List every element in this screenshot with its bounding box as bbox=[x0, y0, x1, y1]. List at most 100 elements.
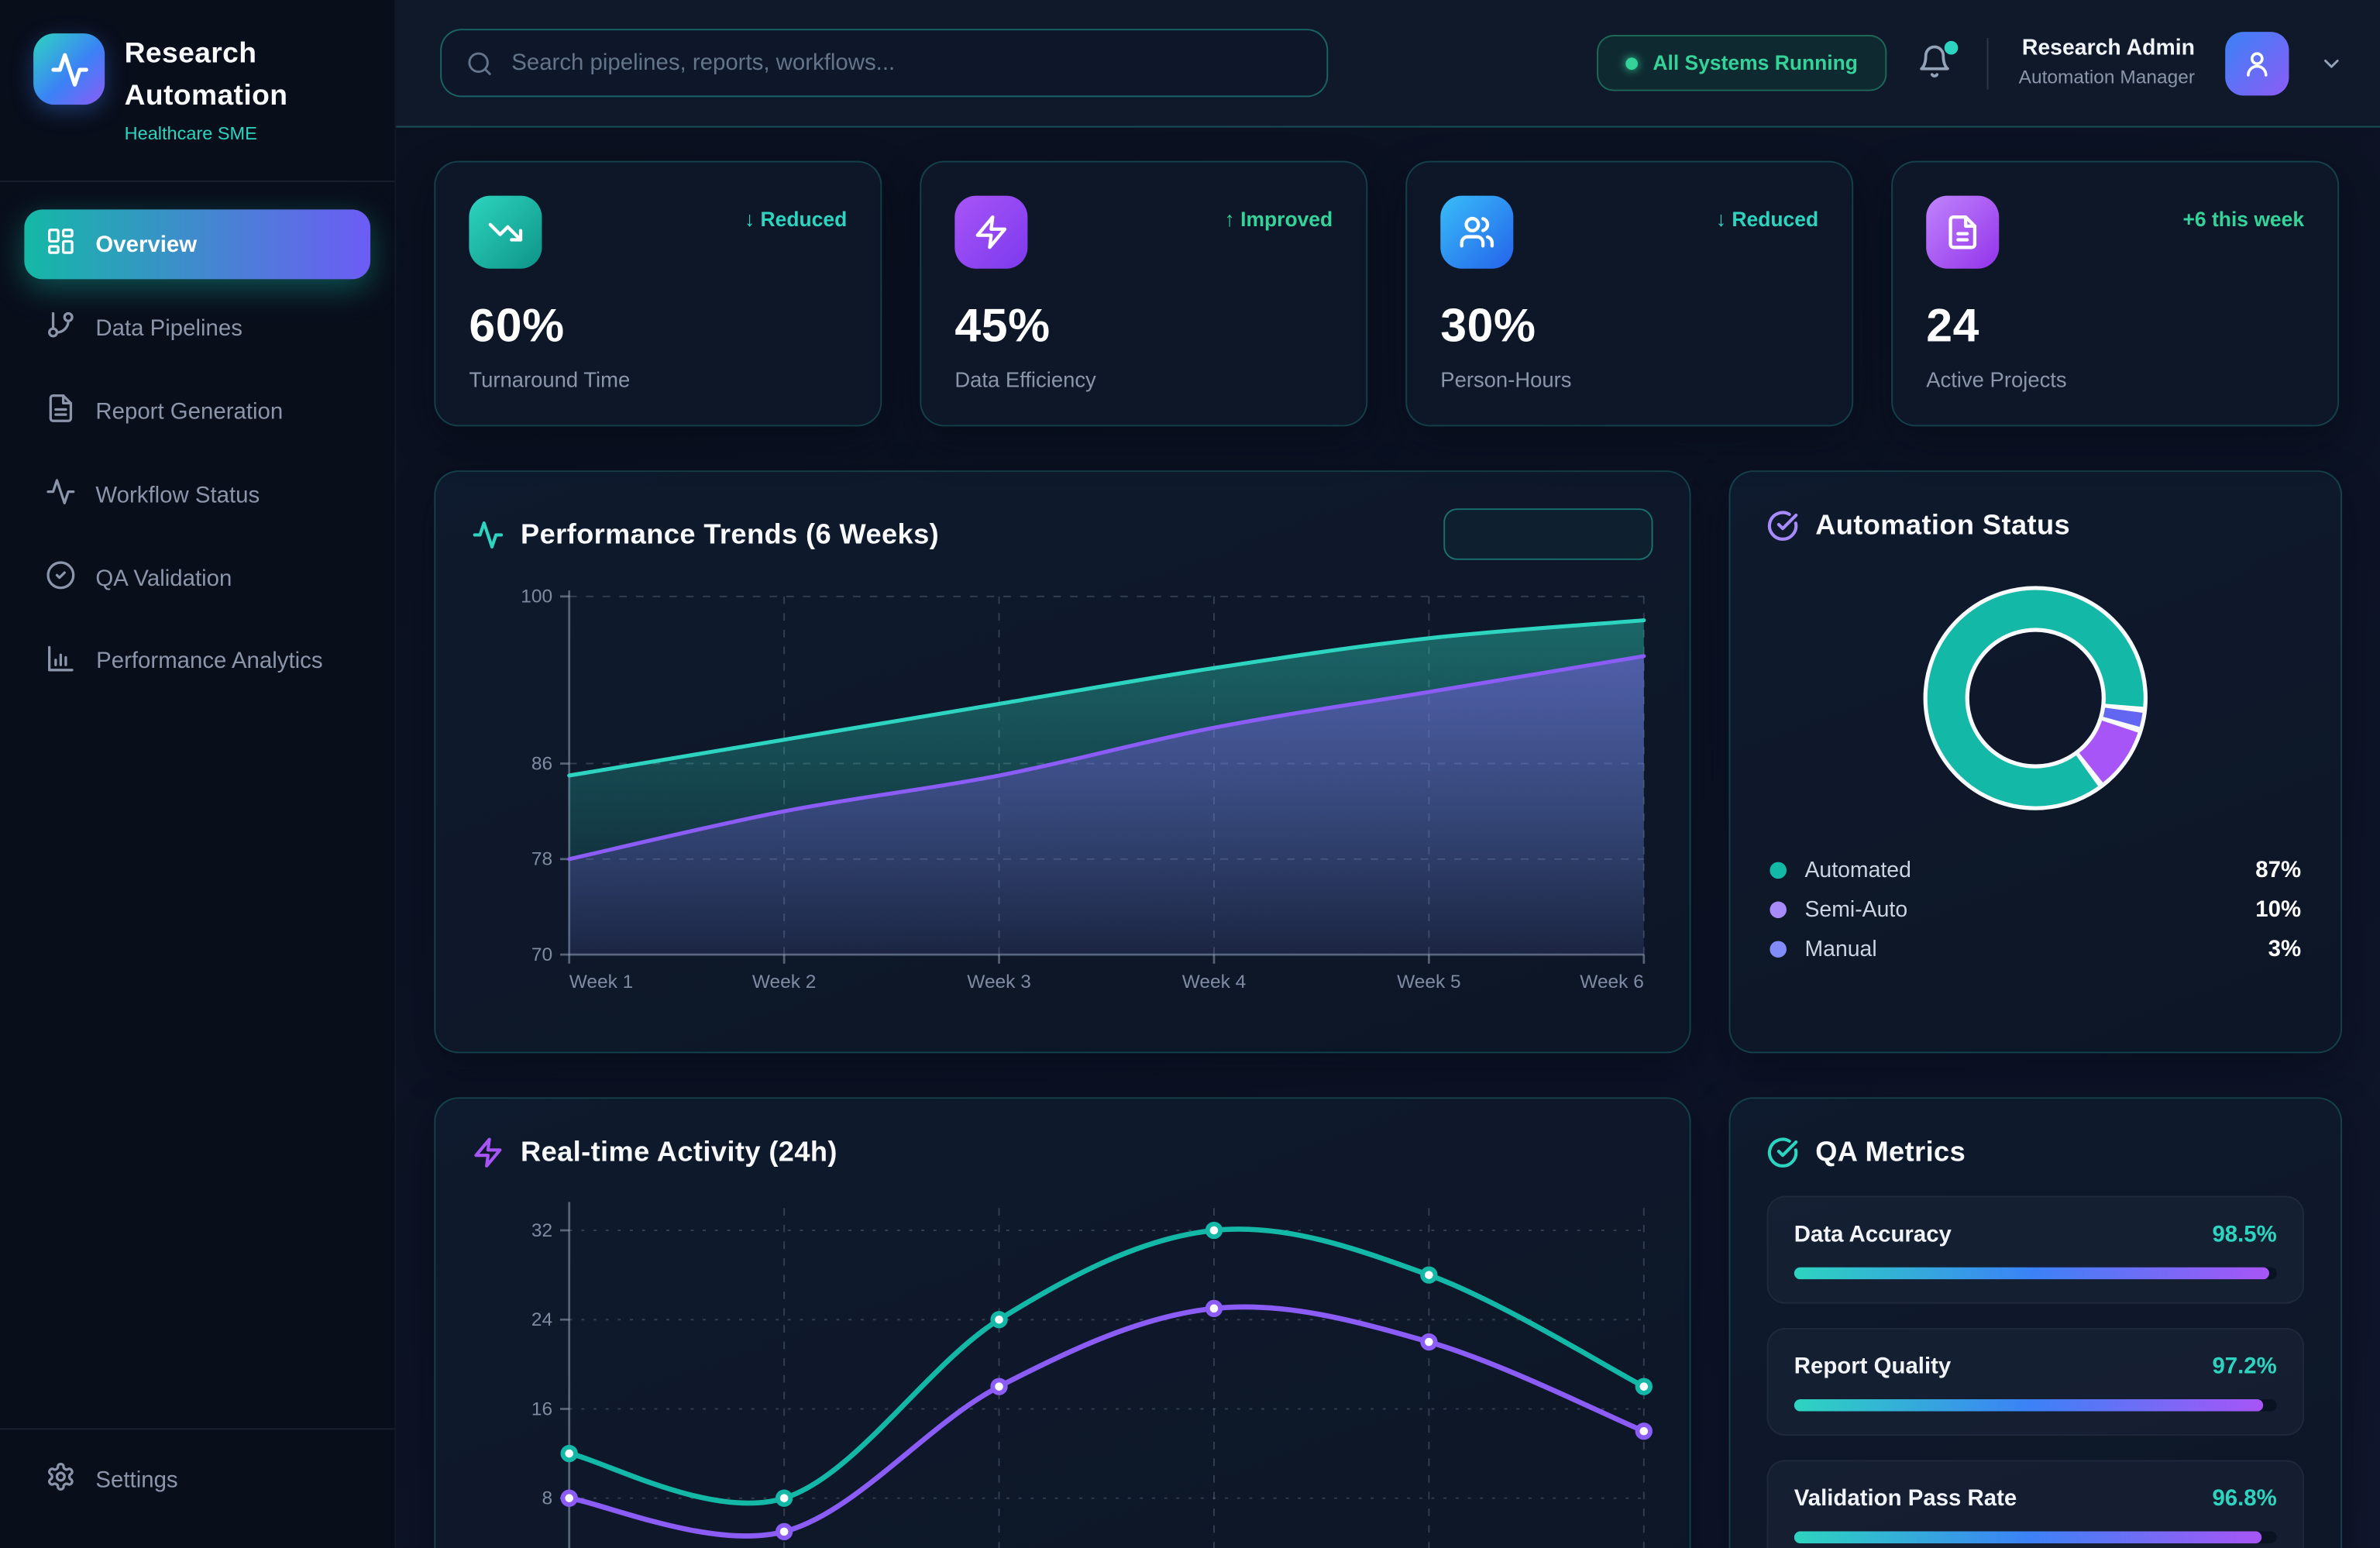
search-box[interactable] bbox=[440, 29, 1329, 98]
svg-text:Week 1: Week 1 bbox=[569, 972, 634, 992]
legend-value: 10% bbox=[2255, 896, 2302, 923]
donut-legend: Automated 87% Semi-Auto 10% Manual 3% bbox=[1767, 858, 2305, 962]
app-title: Research Automation bbox=[124, 37, 288, 112]
sidebar-item-label: Report Generation bbox=[95, 398, 284, 425]
main-content: ↓ Reduced 60% Turnaround Time ↑ Improved… bbox=[396, 128, 2380, 1548]
legend-value: 87% bbox=[2255, 857, 2302, 884]
svg-text:Week 3: Week 3 bbox=[967, 972, 1031, 992]
sidebar-item-performance-analytics[interactable]: Performance Analytics bbox=[24, 627, 370, 697]
users-icon bbox=[1440, 195, 1514, 269]
kpi-value: 60% bbox=[469, 298, 565, 353]
qa-metrics-panel: QA Metrics Data Accuracy 98.5% Report Qu… bbox=[1728, 1097, 2343, 1548]
realtime-activity-chart: 0816243200:0004:0008:0012:0016:0020:00 bbox=[531, 1202, 1653, 1548]
qa-metric-value: 98.5% bbox=[2212, 1221, 2277, 1248]
legend-label: Automated bbox=[1804, 858, 1911, 883]
svg-text:Week 5: Week 5 bbox=[1397, 972, 1461, 992]
qa-metrics-list: Data Accuracy 98.5% Report Quality 97.2% bbox=[1766, 1195, 2305, 1548]
legend-item-semi-auto: Semi-Auto 10% bbox=[1770, 897, 2301, 923]
kpi-value: 45% bbox=[954, 298, 1051, 353]
svg-text:Week 4: Week 4 bbox=[1182, 972, 1247, 992]
charts-row: Performance Trends (6 Weeks) 70 78 86 100 We… bbox=[434, 470, 2343, 1054]
legend-dot bbox=[1770, 901, 1787, 919]
legend-item-manual: Manual 3% bbox=[1770, 937, 2301, 962]
kpi-badge: +6 this week bbox=[2182, 208, 2305, 231]
kpi-label: Active Projects bbox=[1926, 367, 2067, 392]
dashboard-grid-icon bbox=[46, 226, 76, 263]
kpi-badge: ↓ Reduced bbox=[1715, 208, 1819, 231]
notifications-button[interactable] bbox=[1917, 40, 1959, 83]
topbar-divider bbox=[1986, 36, 1989, 89]
qa-metric-value: 96.8% bbox=[2212, 1485, 2277, 1512]
topbar: All Systems Running Research Admin Autom… bbox=[396, 0, 2380, 128]
trending-down-icon bbox=[469, 195, 542, 269]
topbar-right: All Systems Running Research Admin Autom… bbox=[1596, 31, 2344, 95]
legend-dot bbox=[1770, 941, 1787, 958]
check-circle-icon bbox=[1767, 510, 1798, 540]
kpi-card-data-efficiency[interactable]: ↑ Improved 45% Data Efficiency bbox=[920, 160, 1368, 427]
search-input[interactable] bbox=[511, 50, 1302, 76]
legend-value: 3% bbox=[2268, 936, 2302, 962]
bottom-row: Real-time Activity (24h) 0816243200:0004… bbox=[434, 1097, 2343, 1548]
sidebar-footer: Settings bbox=[0, 1428, 395, 1548]
qa-metric-report-quality: Report Quality 97.2% bbox=[1766, 1327, 2305, 1436]
gear-icon bbox=[46, 1461, 76, 1498]
search-icon bbox=[468, 51, 491, 74]
automation-status-panel: Automation Status Automated 87% Semi-Aut… bbox=[1728, 470, 2343, 1054]
sidebar-item-data-pipelines[interactable]: Data Pipelines bbox=[24, 293, 370, 363]
sidebar-item-label: Settings bbox=[95, 1467, 178, 1493]
svg-text:100: 100 bbox=[521, 587, 552, 607]
activity-icon bbox=[46, 476, 76, 513]
sidebar-item-overview[interactable]: Overview bbox=[24, 209, 371, 280]
progress-track bbox=[1794, 1399, 2277, 1412]
performance-trends-chart: 70 78 86 100 Week 1 Week 2 Week 3 Week 4 Week 5 W… bbox=[521, 587, 1646, 992]
sidebar-nav: Overview Data Pipelines Report Generatio… bbox=[0, 182, 394, 724]
user-icon bbox=[2247, 51, 2268, 76]
kpi-label: Data Efficiency bbox=[954, 367, 1096, 392]
sidebar-item-report-generation[interactable]: Report Generation bbox=[24, 377, 370, 446]
kpi-card-active-projects[interactable]: +6 this week 24 Active Projects bbox=[1891, 160, 2340, 427]
sidebar-divider bbox=[0, 181, 395, 183]
legend-dot bbox=[1770, 862, 1787, 879]
sidebar-item-label: Performance Analytics bbox=[96, 648, 323, 674]
kpi-value: 24 bbox=[1926, 298, 1979, 353]
panel-title: Automation Status bbox=[1815, 508, 2071, 541]
chevron-down-icon[interactable] bbox=[2320, 51, 2344, 75]
app-logo: Research Automation Healthcare SME bbox=[0, 0, 394, 169]
legend-label: Semi-Auto bbox=[1804, 897, 1908, 922]
timeframe-select[interactable] bbox=[1443, 508, 1653, 560]
kpi-card-turnaround[interactable]: ↓ Reduced 60% Turnaround Time bbox=[434, 160, 882, 427]
legend-label: Manual bbox=[1804, 937, 1877, 961]
kpi-badge: ↑ Improved bbox=[1224, 208, 1333, 231]
status-badge-label: All Systems Running bbox=[1653, 51, 1858, 74]
svg-text:Week 6: Week 6 bbox=[1580, 972, 1644, 992]
status-badge[interactable]: All Systems Running bbox=[1596, 35, 1887, 91]
qa-metric-value: 97.2% bbox=[2212, 1354, 2277, 1380]
zap-icon bbox=[474, 1137, 502, 1167]
panel-title: QA Metrics bbox=[1815, 1135, 1966, 1168]
avatar[interactable] bbox=[2225, 31, 2289, 95]
activity-icon bbox=[473, 521, 504, 548]
legend-item-automated: Automated 87% bbox=[1770, 858, 2301, 883]
status-dot bbox=[1625, 57, 1638, 70]
svg-text:8: 8 bbox=[542, 1488, 553, 1509]
progress-track bbox=[1794, 1531, 2277, 1544]
sidebar-item-workflow-status[interactable]: Workflow Status bbox=[24, 460, 370, 530]
sidebar-item-label: QA Validation bbox=[95, 565, 232, 592]
progress-fill bbox=[1794, 1531, 2261, 1544]
kpi-card-person-hours[interactable]: ↓ Reduced 30% Person-Hours bbox=[1405, 160, 1854, 427]
sidebar-item-qa-validation[interactable]: QA Validation bbox=[24, 543, 370, 613]
kpi-label: Person-Hours bbox=[1440, 367, 1572, 392]
kpi-value: 30% bbox=[1440, 298, 1536, 353]
automation-donut-wrap bbox=[1767, 563, 2305, 834]
user-role: Automation Manager bbox=[2018, 66, 2196, 88]
user-name: Research Admin bbox=[2021, 36, 2196, 61]
qa-metric-label: Report Quality bbox=[1794, 1354, 1952, 1380]
user-meta: Research Admin Automation Manager bbox=[2019, 36, 2195, 91]
qa-metric-validation-pass-rate: Validation Pass Rate 96.8% bbox=[1766, 1460, 2305, 1548]
qa-metric-data-accuracy: Data Accuracy 98.5% bbox=[1766, 1195, 2305, 1304]
svg-text:16: 16 bbox=[531, 1398, 552, 1419]
panel-title: Performance Trends (6 Weeks) bbox=[521, 517, 940, 550]
sidebar-item-settings[interactable]: Settings bbox=[24, 1445, 370, 1515]
performance-trends-panel: Performance Trends (6 Weeks) 70 78 86 100 We… bbox=[434, 470, 1691, 1054]
